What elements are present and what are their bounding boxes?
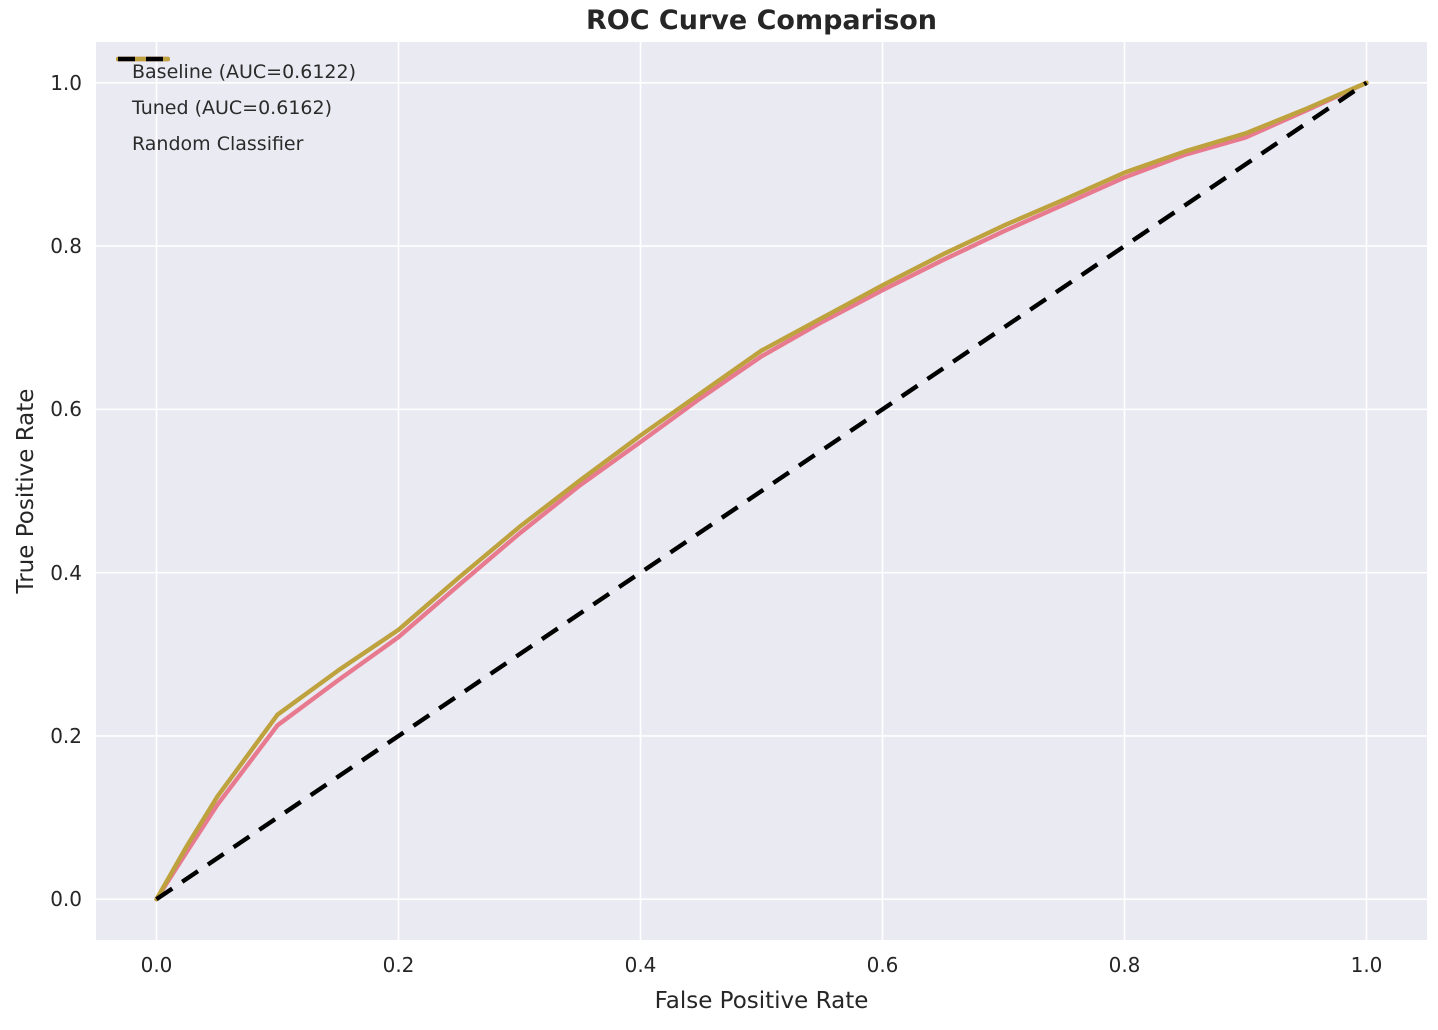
y-axis-label: True Positive Rate [13,388,39,594]
y-tick-label: 0.8 [50,234,82,259]
legend-item-random: Random Classifier [112,56,356,162]
x-tick-label: 0.2 [382,953,415,977]
chart-canvas [96,42,1427,940]
legend: Baseline (AUC=0.6122) Tuned (AUC=0.6162) R… [112,54,356,162]
gridlines [96,42,1427,940]
x-axis-label: False Positive Rate [654,988,869,1014]
legend-item-tuned: Tuned (AUC=0.6162) [112,56,356,126]
random-legend-swatch [118,56,168,62]
y-tick-label: 0.6 [50,397,82,422]
y-tick-label: 0.0 [50,887,82,912]
baseline-legend-label: Baseline (AUC=0.6122) [132,61,356,83]
y-tick-label: 0.4 [50,560,82,585]
chart-title: ROC Curve Comparison [585,5,938,36]
y-tick-label: 1.0 [50,70,82,95]
x-tick-label: 0.8 [1108,953,1141,977]
x-tick-label: 0.6 [866,953,899,977]
plot-area: Baseline (AUC=0.6122) Tuned (AUC=0.6162) R… [96,42,1427,940]
baseline-curve [154,80,1369,902]
x-tick-label: 0.4 [624,953,657,977]
tuned-curve [154,80,1369,902]
tuned-legend-label: Tuned (AUC=0.6162) [132,97,332,119]
x-tick-label: 0.0 [140,953,173,977]
random-legend-label: Random Classifier [132,133,304,155]
x-tick-label: 1.0 [1350,953,1383,977]
random-curve [155,80,1368,902]
y-tick-label: 0.2 [50,723,82,748]
